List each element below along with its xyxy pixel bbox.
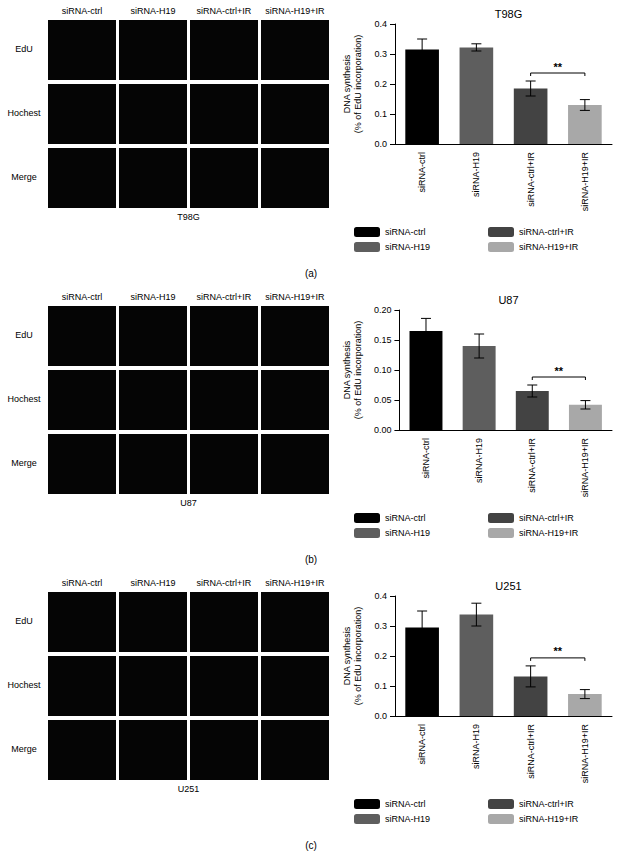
- svg-text:0.20: 0.20: [374, 305, 392, 315]
- html-text:U87: U87: [180, 498, 197, 508]
- html-text:Hochest: Hochest: [7, 394, 41, 404]
- svg-text:(% of EdU incorporation): (% of EdU incorporation): [353, 35, 363, 134]
- html-text:Merge: Merge: [11, 744, 37, 754]
- svg-text:0.0: 0.0: [374, 139, 387, 149]
- svg-text:siRNA-H19+IR: siRNA-H19+IR: [580, 724, 590, 784]
- html-text:siRNA-H19+IR: siRNA-H19+IR: [265, 292, 325, 302]
- svg-text:(% of EdU incorporation): (% of EdU incorporation): [353, 321, 363, 420]
- svg-text:0.2: 0.2: [374, 79, 387, 89]
- svg-text:siRNA-H19+IR: siRNA-H19+IR: [580, 438, 590, 498]
- html-text:Hochest: Hochest: [7, 680, 41, 690]
- html-text:siRNA-ctrl+IR: siRNA-ctrl+IR: [196, 292, 252, 302]
- svg-text:siRNA-ctrl+IR: siRNA-ctrl+IR: [519, 799, 574, 809]
- svg-text:DNA synthesis: DNA synthesis: [342, 340, 352, 399]
- svg-text:siRNA-ctrl+IR: siRNA-ctrl+IR: [526, 724, 536, 779]
- svg-text:U251: U251: [495, 580, 521, 592]
- svg-text:siRNA-H19: siRNA-H19: [385, 814, 430, 824]
- svg-text:**: **: [553, 645, 562, 657]
- svg-text:0.1: 0.1: [374, 681, 387, 691]
- html-text:(a): (a): [304, 268, 318, 279]
- html-text:Merge: Merge: [11, 458, 37, 468]
- svg-text:siRNA-H19+IR: siRNA-H19+IR: [580, 152, 590, 212]
- html-text:T98G: T98G: [177, 212, 200, 222]
- svg-text:0.00: 0.00: [374, 425, 392, 435]
- svg-text:0.3: 0.3: [374, 621, 387, 631]
- html-text:Merge: Merge: [11, 172, 37, 182]
- svg-text:siRNA-ctrl+IR: siRNA-ctrl+IR: [527, 438, 537, 493]
- html-text:siRNA-ctrl: siRNA-ctrl: [61, 6, 103, 16]
- svg-text:0.4: 0.4: [374, 591, 387, 601]
- svg-text:(% of EdU incorporation): (% of EdU incorporation): [353, 607, 363, 706]
- svg-text:siRNA-H19: siRNA-H19: [471, 724, 481, 769]
- svg-text:siRNA-H19: siRNA-H19: [385, 242, 430, 252]
- html-text:(c): (c): [305, 840, 317, 851]
- svg-text:0.10: 0.10: [374, 365, 392, 375]
- svg-text:DNA synthesis: DNA synthesis: [342, 54, 352, 113]
- svg-text:siRNA-ctrl: siRNA-ctrl: [417, 152, 427, 193]
- html-text:siRNA-ctrl: siRNA-ctrl: [61, 292, 103, 302]
- svg-text:siRNA-ctrl+IR: siRNA-ctrl+IR: [526, 152, 536, 207]
- svg-text:siRNA-ctrl+IR: siRNA-ctrl+IR: [519, 227, 574, 237]
- html-text:siRNA-ctrl+IR: siRNA-ctrl+IR: [196, 6, 252, 16]
- html-text:Hochest: Hochest: [7, 108, 41, 118]
- svg-text:siRNA-ctrl: siRNA-ctrl: [385, 513, 426, 523]
- svg-text:**: **: [555, 365, 564, 377]
- svg-text:0.05: 0.05: [374, 395, 392, 405]
- svg-text:siRNA-ctrl: siRNA-ctrl: [385, 227, 426, 237]
- svg-text:siRNA-ctrl+IR: siRNA-ctrl+IR: [519, 513, 574, 523]
- svg-text:T98G: T98G: [495, 8, 523, 20]
- svg-text:U87: U87: [498, 294, 518, 306]
- svg-text:0.0: 0.0: [374, 711, 387, 721]
- svg-text:siRNA-H19: siRNA-H19: [471, 152, 481, 197]
- html-text:siRNA-H19+IR: siRNA-H19+IR: [265, 6, 325, 16]
- html-text:EdU: EdU: [15, 616, 33, 626]
- html-text:EdU: EdU: [15, 44, 33, 54]
- html-text:siRNA-ctrl: siRNA-ctrl: [61, 578, 103, 588]
- svg-text:siRNA-H19: siRNA-H19: [474, 438, 484, 483]
- svg-text:siRNA-H19+IR: siRNA-H19+IR: [519, 814, 579, 824]
- svg-text:0.1: 0.1: [374, 109, 387, 119]
- svg-text:0.2: 0.2: [374, 651, 387, 661]
- html-text:EdU: EdU: [15, 330, 33, 340]
- svg-text:0.4: 0.4: [374, 19, 387, 29]
- html-text:siRNA-H19: siRNA-H19: [130, 6, 176, 16]
- html-text:siRNA-H19+IR: siRNA-H19+IR: [265, 578, 325, 588]
- svg-text:siRNA-H19+IR: siRNA-H19+IR: [519, 242, 579, 252]
- svg-text:0.15: 0.15: [374, 335, 392, 345]
- svg-text:siRNA-H19: siRNA-H19: [385, 528, 430, 538]
- html-text:siRNA-H19: siRNA-H19: [130, 578, 176, 588]
- svg-text:DNA synthesis: DNA synthesis: [342, 626, 352, 685]
- html-text:(b): (b): [304, 554, 318, 565]
- svg-text:siRNA-ctrl: siRNA-ctrl: [385, 799, 426, 809]
- html-text:siRNA-H19: siRNA-H19: [130, 292, 176, 302]
- svg-text:**: **: [553, 61, 562, 73]
- svg-text:siRNA-ctrl: siRNA-ctrl: [417, 724, 427, 765]
- svg-text:siRNA-ctrl: siRNA-ctrl: [421, 438, 431, 479]
- svg-text:0.3: 0.3: [374, 49, 387, 59]
- html-text:siRNA-ctrl+IR: siRNA-ctrl+IR: [196, 578, 252, 588]
- html-text:U251: U251: [177, 784, 200, 794]
- svg-text:siRNA-H19+IR: siRNA-H19+IR: [519, 528, 579, 538]
